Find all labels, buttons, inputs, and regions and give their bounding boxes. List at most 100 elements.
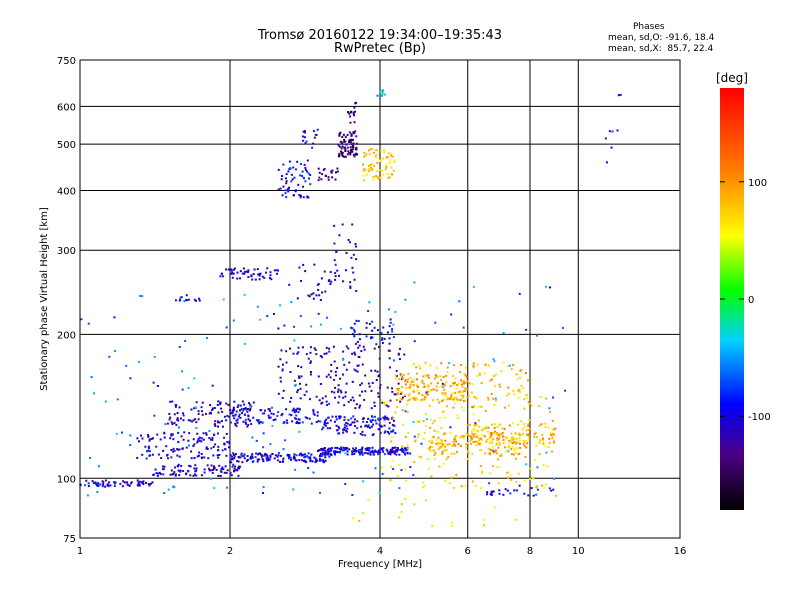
data-point xyxy=(141,437,144,440)
data-point xyxy=(326,404,329,407)
data-point xyxy=(483,435,486,438)
data-point xyxy=(383,424,386,427)
data-point xyxy=(316,414,319,417)
data-point xyxy=(136,457,139,460)
data-point xyxy=(320,455,323,458)
data-point xyxy=(355,290,358,293)
data-point xyxy=(261,412,264,415)
data-point xyxy=(513,447,516,450)
data-point xyxy=(468,435,471,438)
data-point xyxy=(394,411,397,414)
data-point xyxy=(217,411,220,414)
data-point xyxy=(266,267,269,270)
data-point xyxy=(407,447,410,450)
data-point xyxy=(225,326,228,329)
data-point xyxy=(285,350,288,353)
data-point xyxy=(479,449,482,452)
data-point xyxy=(232,463,235,466)
data-point xyxy=(230,461,233,464)
data-point xyxy=(221,466,224,469)
data-point xyxy=(381,337,384,340)
data-point xyxy=(377,453,380,456)
data-point xyxy=(319,323,322,326)
data-point xyxy=(391,430,394,433)
data-point xyxy=(353,330,356,333)
data-point xyxy=(379,169,382,172)
data-point xyxy=(497,458,500,461)
data-point xyxy=(269,416,272,419)
data-point xyxy=(467,433,470,436)
data-point xyxy=(377,375,380,378)
data-point xyxy=(179,417,182,420)
data-point xyxy=(217,456,220,459)
data-point xyxy=(360,350,363,353)
data-point xyxy=(350,256,353,259)
data-point xyxy=(390,430,393,433)
data-point xyxy=(508,364,511,367)
data-point xyxy=(339,327,342,330)
data-point xyxy=(223,415,226,418)
data-point xyxy=(328,279,331,282)
data-point xyxy=(346,453,349,456)
data-point xyxy=(353,121,356,124)
data-point xyxy=(226,469,229,472)
data-point xyxy=(324,449,327,452)
data-point xyxy=(467,395,470,398)
data-point xyxy=(463,382,466,385)
data-point xyxy=(324,456,327,459)
data-point xyxy=(192,419,195,422)
data-point xyxy=(312,130,315,133)
data-point xyxy=(378,357,381,360)
data-point xyxy=(441,444,444,447)
data-point xyxy=(198,299,201,302)
data-point xyxy=(494,430,497,433)
data-point xyxy=(329,419,332,422)
data-point xyxy=(270,278,273,281)
data-point xyxy=(361,363,364,366)
data-point xyxy=(200,456,203,459)
data-point xyxy=(439,442,442,445)
data-point xyxy=(527,494,530,497)
data-point xyxy=(343,138,346,141)
data-point xyxy=(147,445,150,448)
data-point xyxy=(92,482,95,485)
data-point xyxy=(333,420,336,423)
data-point xyxy=(313,347,316,350)
data-point xyxy=(179,469,182,472)
data-point xyxy=(551,396,554,399)
data-point xyxy=(510,440,513,443)
data-point xyxy=(189,465,192,468)
data-point xyxy=(175,423,178,426)
data-point xyxy=(454,381,457,384)
data-point xyxy=(354,447,357,450)
data-point xyxy=(216,432,219,435)
data-point xyxy=(330,280,333,283)
data-point xyxy=(383,337,386,340)
data-point xyxy=(108,355,111,358)
data-point xyxy=(146,450,149,453)
data-point xyxy=(422,420,425,423)
data-point xyxy=(309,456,312,459)
data-point xyxy=(243,293,246,296)
data-point xyxy=(281,174,284,177)
data-point xyxy=(389,318,392,321)
data-point xyxy=(352,415,355,418)
data-point xyxy=(297,410,300,413)
x-axis-label: Frequency [MHz] xyxy=(338,559,422,570)
data-point xyxy=(141,482,144,485)
data-point xyxy=(287,170,290,173)
data-point xyxy=(137,360,140,363)
data-point xyxy=(497,434,500,437)
data-point xyxy=(526,442,529,445)
data-point xyxy=(233,400,236,403)
data-point xyxy=(443,462,446,465)
data-point xyxy=(349,115,352,118)
data-point xyxy=(465,432,468,435)
data-point xyxy=(119,482,122,485)
data-point xyxy=(412,420,415,423)
data-point xyxy=(441,392,444,395)
data-point xyxy=(462,409,465,412)
data-point xyxy=(384,417,387,420)
data-point xyxy=(259,272,262,275)
data-point xyxy=(617,94,620,97)
